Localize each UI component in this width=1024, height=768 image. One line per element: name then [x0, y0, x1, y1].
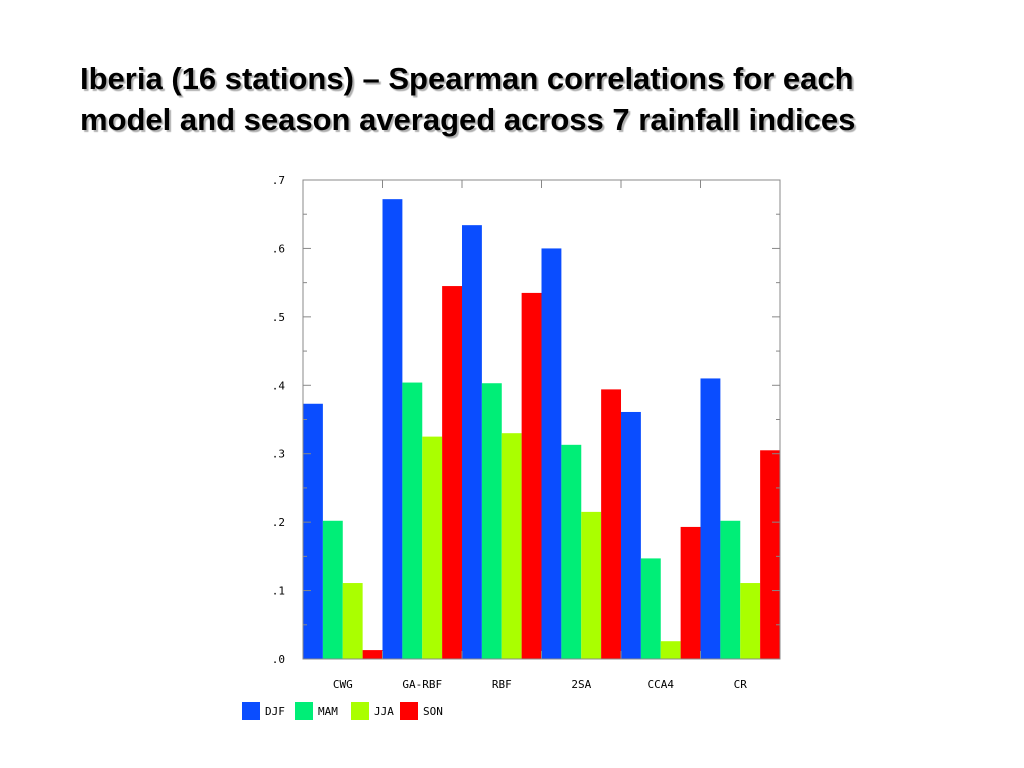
legend-label-jja: JJA — [374, 705, 394, 718]
bar-djf-cwg — [303, 403, 323, 659]
bar-jja-ga-rbf — [422, 436, 443, 659]
bar-jja-cr — [740, 583, 761, 659]
x-category-label: RBF — [492, 678, 512, 691]
x-category-label: GA-RBF — [402, 678, 442, 691]
title-line-2: model and season averaged across 7 rainf… — [80, 102, 856, 137]
y-tick-label: .0 — [272, 653, 285, 666]
axis-ticks — [302, 179, 781, 660]
bar-jja-2sa — [581, 511, 602, 659]
bar-son-cwg — [362, 650, 383, 659]
bar-djf-rbf — [462, 225, 482, 659]
y-tick-label: .2 — [272, 516, 285, 529]
legend-label-mam: MAM — [318, 705, 338, 718]
bar-jja-cca4 — [660, 641, 681, 659]
bar-son-cca4 — [680, 526, 701, 659]
bar-son-cr — [760, 450, 781, 659]
slide-title: Iberia (16 stations) – Spearman correlat… — [80, 58, 980, 140]
bar-mam-2sa — [561, 444, 582, 659]
legend-label-djf: DJF — [265, 705, 285, 718]
bar-djf-cr — [700, 378, 721, 659]
bar-son-rbf — [521, 292, 542, 659]
y-tick-label: .4 — [272, 379, 286, 392]
title-line-1: Iberia (16 stations) – Spearman correlat… — [80, 61, 854, 96]
bar-djf-2sa — [541, 248, 562, 659]
bar-mam-rbf — [481, 383, 502, 659]
bar-son-2sa — [601, 389, 622, 659]
bar-mam-cr — [720, 520, 741, 659]
bar-mam-cca4 — [640, 558, 661, 659]
x-category-label: CCA4 — [648, 678, 675, 691]
y-tick-label: .7 — [272, 174, 285, 187]
y-tick-label: .1 — [272, 585, 285, 598]
bar-son-ga-rbf — [442, 286, 463, 659]
y-tick-label: .5 — [272, 311, 285, 324]
legend-label-son: SON — [423, 705, 443, 718]
legend: DJF MAM JJA SON — [242, 702, 443, 720]
y-tick-label: .3 — [272, 448, 285, 461]
bar-mam-cwg — [322, 520, 343, 659]
bar-djf-ga-rbf — [382, 199, 403, 659]
axis-labels: .0 .1 .2 .3 .4 .5 .6 .7 CWG GA-RBF RBF 2SA CCA4 CR — [272, 174, 748, 691]
legend-swatch-djf — [242, 702, 260, 720]
bar-djf-cca4 — [621, 411, 641, 659]
legend-swatch-jja — [351, 702, 369, 720]
bar-mam-ga-rbf — [402, 382, 423, 659]
x-category-label: CWG — [333, 678, 353, 691]
bars-layer — [303, 199, 781, 659]
bar-jja-cwg — [342, 583, 363, 659]
legend-swatch-son — [400, 702, 418, 720]
legend-swatch-mam — [295, 702, 313, 720]
bar-jja-rbf — [501, 433, 522, 659]
x-category-label: 2SA — [571, 678, 591, 691]
y-tick-label: .6 — [272, 242, 285, 255]
x-category-label: CR — [734, 678, 748, 691]
